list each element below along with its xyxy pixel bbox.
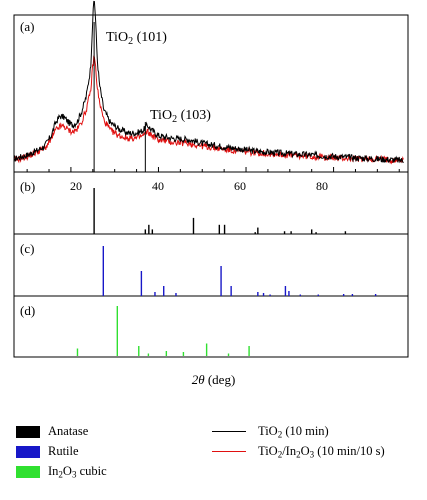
legend-item-anatase: Anatase [16, 424, 88, 439]
panel-a-label: (a) [20, 19, 34, 34]
legend-swatch-in2o3 [16, 465, 40, 478]
tick-label-40: 40 [152, 179, 164, 193]
legend-swatch-rutile [16, 445, 40, 458]
legend-line-tio2 [212, 431, 246, 432]
legend-line-tio2-in2o3 [212, 451, 246, 452]
xrd-figure: (a) (b) (c) (d) TiO2 (101) TiO2 (103) 20… [13, 0, 409, 358]
panel-c-label: (c) [20, 241, 34, 256]
legend-item-in2o3: In2O3 cubic [16, 464, 107, 479]
anatase-reference-bars [93, 188, 347, 234]
legend-label-rutile: Rutile [48, 444, 79, 458]
legend-item-tio2: TiO2 (10 min) [212, 424, 329, 439]
panel-c-frame [13, 233, 409, 297]
panel-d-frame [13, 295, 409, 358]
legend-swatch-anatase [16, 425, 40, 438]
legend-item-rutile: Rutile [16, 444, 79, 459]
legend-label-tio2-in2o3: TiO2/In2O3 (10 min/10 s) [258, 444, 385, 460]
annotation-103: TiO2 (103) [150, 108, 211, 125]
tick-label-60: 60 [234, 179, 246, 193]
tick-label-80: 80 [316, 179, 328, 193]
legend-label-anatase: Anatase [48, 424, 89, 438]
tick-label-20: 20 [70, 179, 82, 193]
legend-item-tio2-in2o3: TiO2/In2O3 (10 min/10 s) [212, 444, 385, 459]
x-ticks [26, 167, 400, 172]
annotation-101: TiO2 (101) [106, 30, 167, 47]
x-axis-label: 2θ (deg) [191, 372, 236, 387]
panel-b-label: (b) [20, 179, 35, 194]
series-line-tio2 [13, 0, 404, 164]
legend: Anatase Rutile In2O3 cubic TiO2 (10 min)… [0, 418, 427, 500]
legend-label-tio2: TiO2 (10 min) [258, 424, 329, 440]
panel-d-label: (d) [20, 303, 35, 318]
rutile-reference-bars [102, 246, 377, 296]
legend-label-in2o3: In2O3 cubic [48, 464, 107, 480]
in2o3-reference-bars [76, 306, 250, 356]
